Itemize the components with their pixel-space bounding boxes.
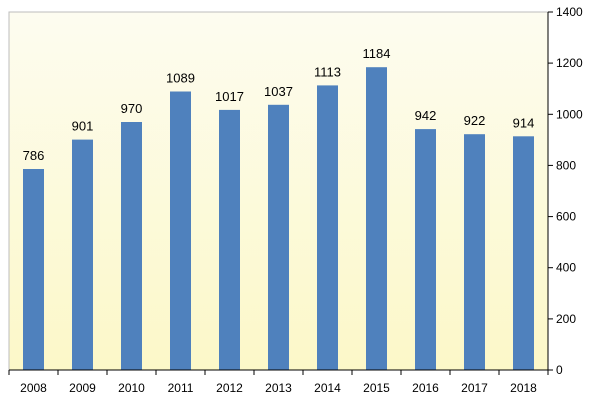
bar-2008 [23, 169, 44, 370]
y-tick-label-1000: 1000 [556, 107, 583, 121]
x-tick-label-2015: 2015 [363, 381, 390, 395]
y-tick-label-600: 600 [556, 210, 576, 224]
data-label-2016: 942 [415, 108, 437, 123]
y-axis: 0 200 400 600 800 1000 1200 1400 [547, 5, 583, 377]
y-tick-label-400: 400 [556, 261, 576, 275]
bar-2010 [121, 122, 142, 370]
bar-2016 [415, 129, 436, 370]
data-label-2008: 786 [23, 148, 45, 163]
data-label-2009: 901 [72, 119, 94, 134]
x-axis: 2008 2009 2010 2011 2012 2013 2014 2015 2016 2017… [8, 369, 549, 395]
data-label-2018: 914 [513, 115, 535, 130]
x-tick-label-2017: 2017 [461, 381, 488, 395]
data-label-2013: 1037 [264, 84, 293, 99]
data-label-2014: 1113 [314, 64, 341, 79]
data-label-2012: 1017 [215, 89, 244, 104]
bar-2017 [464, 134, 485, 370]
bars-group [23, 67, 534, 371]
y-tick-label-1200: 1200 [556, 56, 583, 70]
y-tick-label-200: 200 [556, 312, 576, 326]
y-tick-label-1400: 1400 [556, 5, 583, 19]
x-tick-label-2008: 2008 [20, 381, 47, 395]
data-label-2010: 970 [121, 101, 143, 116]
bar-2015 [366, 67, 387, 370]
x-tick-label-2009: 2009 [69, 381, 96, 395]
data-label-2011: 1089 [166, 71, 195, 86]
data-labels-group: 786 901 970 1089 1017 1037 1113 1184 942 922 914 [23, 46, 535, 163]
x-tick-label-2018: 2018 [510, 381, 537, 395]
bar-2014 [317, 85, 338, 371]
bar-2011 [170, 91, 191, 370]
x-tick-label-2011: 2011 [168, 381, 194, 395]
bar-2009 [72, 139, 93, 370]
x-tick-label-2013: 2013 [265, 381, 292, 395]
data-label-2017: 922 [464, 113, 486, 128]
x-tick-label-2010: 2010 [118, 381, 145, 395]
y-tick-label-0: 0 [556, 363, 563, 377]
data-label-2015: 1184 [363, 46, 391, 61]
bar-2012 [219, 109, 240, 371]
x-tick-label-2014: 2014 [314, 381, 341, 395]
y-tick-label-800: 800 [556, 158, 576, 172]
x-tick-label-2016: 2016 [412, 381, 439, 395]
bar-2018 [513, 136, 534, 370]
x-tick-label-2012: 2012 [216, 381, 243, 395]
bar-2013 [268, 104, 289, 371]
